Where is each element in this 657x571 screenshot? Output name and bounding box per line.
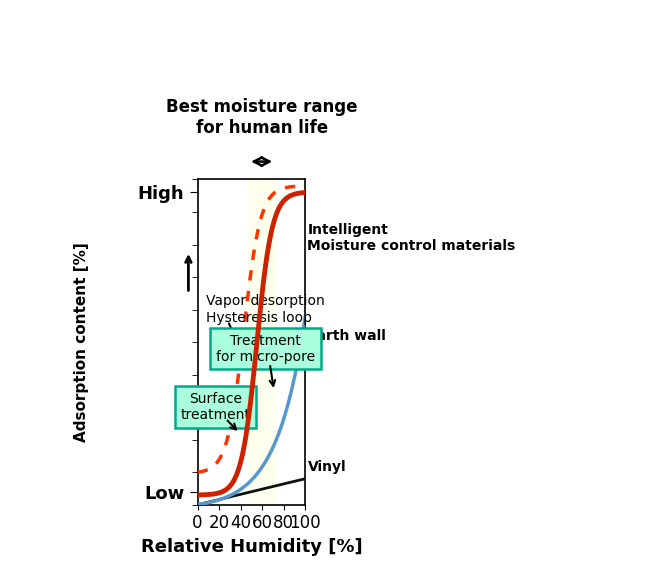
- Text: Best moisture range
for human life: Best moisture range for human life: [166, 98, 357, 137]
- Text: Surface
treatment: Surface treatment: [181, 392, 251, 422]
- Text: Treatment
for micro-pore: Treatment for micro-pore: [216, 333, 315, 364]
- Text: Vinyl: Vinyl: [307, 460, 346, 475]
- Bar: [248, 179, 275, 505]
- Text: Intelligent
Moisture control materials: Intelligent Moisture control materials: [307, 223, 516, 253]
- Text: Earth wall: Earth wall: [307, 328, 386, 343]
- Text: Vapor desorption
Hysteresis loop: Vapor desorption Hysteresis loop: [206, 295, 325, 325]
- Y-axis label: Adsorption content [%]: Adsorption content [%]: [74, 242, 89, 442]
- X-axis label: Relative Humidity [%]: Relative Humidity [%]: [141, 538, 362, 556]
